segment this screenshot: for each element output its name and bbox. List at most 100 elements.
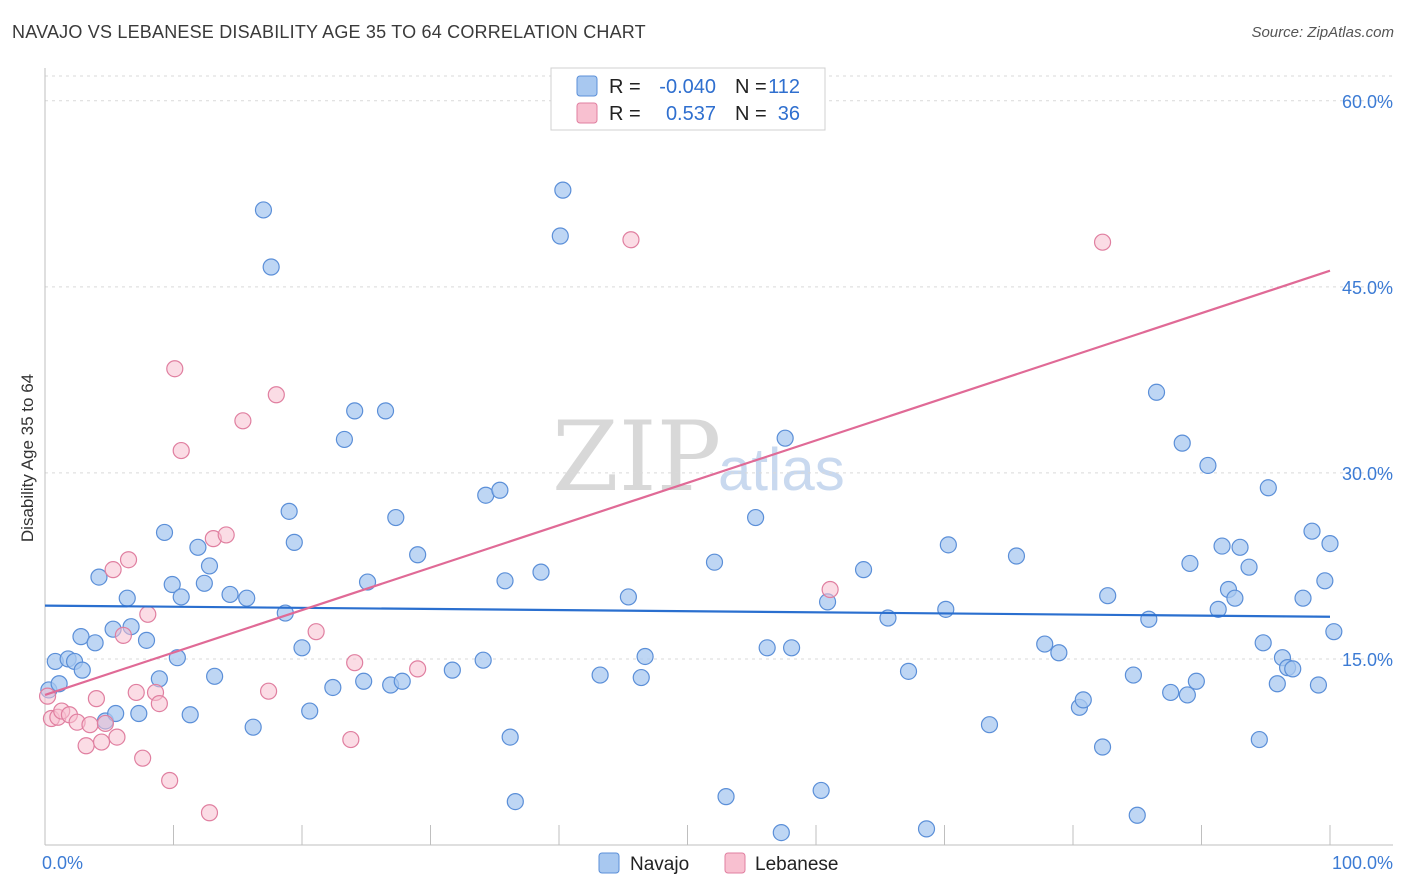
x-tick-label-max: 100.0% xyxy=(1332,853,1393,873)
x-tick-labels: 0.0% 100.0% xyxy=(42,853,1393,873)
lebanese-point xyxy=(217,526,235,544)
navajo-point xyxy=(717,788,735,806)
legend-swatch-navajo xyxy=(576,75,598,97)
navajo-point xyxy=(335,430,354,449)
navajo-point xyxy=(189,538,207,556)
navajo-point xyxy=(1213,537,1231,555)
lebanese-point xyxy=(267,386,285,404)
navajo-point xyxy=(1325,623,1343,641)
chart-title: NAVAJO VS LEBANESE DISABILITY AGE 35 TO … xyxy=(12,22,646,42)
navajo-point xyxy=(1128,806,1146,824)
navajo-point xyxy=(1187,672,1205,690)
navajo-point xyxy=(200,557,219,575)
lebanese-point xyxy=(1093,233,1112,251)
navajo-point xyxy=(636,647,654,666)
navajo-point xyxy=(1209,600,1227,618)
watermark-atlas: atlas xyxy=(718,436,845,503)
navajo-point xyxy=(1231,538,1249,556)
navajo-point xyxy=(72,628,90,646)
legend-r-value-lebanese: 0.537 xyxy=(666,103,716,125)
navajo-point xyxy=(1226,589,1244,607)
navajo-point xyxy=(758,639,776,657)
lebanese-point xyxy=(622,231,640,249)
navajo-point xyxy=(1099,587,1117,605)
axes xyxy=(44,68,1393,846)
navajo-point xyxy=(551,227,569,245)
navajo-point xyxy=(285,533,303,551)
legend-r-value-navajo: -0.040 xyxy=(659,76,716,98)
y-tick-label: 60.0% xyxy=(1342,92,1393,112)
navajo-point xyxy=(280,502,298,520)
navajo-point xyxy=(155,523,174,542)
legend-r-label-navajo: R = xyxy=(609,76,641,98)
navajo-point xyxy=(254,201,273,219)
navajo-point xyxy=(172,588,190,606)
navajo-point xyxy=(355,672,373,690)
navajo-trend-line xyxy=(44,604,1331,618)
legend-n-label-lebanese: N = xyxy=(735,103,767,125)
watermark-zip: ZIP xyxy=(552,401,721,513)
y-axis-label: Disability Age 35 to 64 xyxy=(18,374,37,542)
navajo-point xyxy=(854,561,873,579)
bottom-legend-swatch-navajo xyxy=(598,852,620,874)
navajo-point xyxy=(376,402,395,420)
lebanese-point xyxy=(342,730,360,749)
lebanese-point xyxy=(81,716,99,734)
navajo-point xyxy=(238,589,256,607)
navajo-point xyxy=(1124,666,1142,684)
legend-r-label-lebanese: R = xyxy=(609,103,641,125)
navajo-point xyxy=(591,666,609,684)
navajo-point xyxy=(73,661,91,679)
navajo-point xyxy=(1140,610,1158,628)
lebanese-point xyxy=(259,682,278,700)
lebanese-point xyxy=(127,683,145,702)
navajo-point xyxy=(506,792,524,811)
navajo-point xyxy=(1268,675,1286,693)
navajo-point xyxy=(1240,558,1258,576)
navajo-point xyxy=(632,668,650,687)
navajo-point xyxy=(1321,535,1339,553)
lebanese-point xyxy=(38,687,57,705)
navajo-point xyxy=(163,575,181,594)
data-points xyxy=(38,181,1343,842)
navajo-point xyxy=(393,672,411,690)
navajo-point xyxy=(782,639,801,657)
navajo-point xyxy=(812,781,830,800)
navajo-point xyxy=(1178,686,1196,704)
bottom-legend-label-lebanese: Lebanese xyxy=(755,854,838,875)
navajo-point xyxy=(772,823,790,842)
navajo-point xyxy=(501,728,519,746)
legend-swatch-lebanese xyxy=(576,102,598,124)
navajo-point xyxy=(937,600,955,618)
navajo-point xyxy=(1074,691,1092,709)
lebanese-point xyxy=(172,441,190,460)
navajo-point xyxy=(168,649,186,667)
navajo-point xyxy=(1007,547,1026,565)
lebanese-point xyxy=(307,623,325,641)
lebanese-point xyxy=(134,749,152,767)
lebanese-point xyxy=(166,360,184,378)
navajo-point xyxy=(1199,456,1217,475)
navajo-point xyxy=(301,702,319,720)
navajo-point xyxy=(899,662,918,680)
navajo-point xyxy=(1250,730,1268,749)
navajo-point xyxy=(443,661,461,679)
bottom-legend-label-navajo: Navajo xyxy=(630,854,689,875)
legend-n-value-lebanese: 36 xyxy=(778,103,800,125)
navajo-point xyxy=(1036,635,1054,653)
navajo-point xyxy=(137,631,156,649)
navajo-point xyxy=(206,667,224,685)
navajo-point xyxy=(1173,434,1191,452)
navajo-point xyxy=(496,572,514,590)
navajo-point xyxy=(1303,522,1321,540)
lebanese-point xyxy=(346,654,364,672)
navajo-point xyxy=(86,634,104,652)
navajo-point xyxy=(747,508,765,527)
navajo-point xyxy=(1162,683,1180,702)
series-legend: Navajo Lebanese xyxy=(598,852,838,875)
navajo-point xyxy=(532,563,550,581)
navajo-point xyxy=(1284,660,1302,678)
legend-n-value-navajo: 112 xyxy=(768,76,800,98)
source-label: Source: ZipAtlas.com xyxy=(1251,24,1394,41)
